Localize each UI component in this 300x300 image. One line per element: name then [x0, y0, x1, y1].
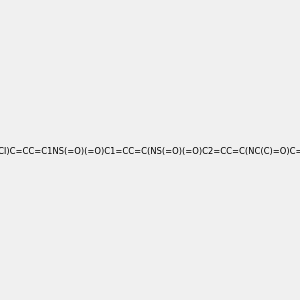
Text: CC1=C(Cl)C=CC=C1NS(=O)(=O)C1=CC=C(NS(=O)(=O)C2=CC=C(NC(C)=O)C=C2)C=C1: CC1=C(Cl)C=CC=C1NS(=O)(=O)C1=CC=C(NS(=O)… — [0, 147, 300, 156]
